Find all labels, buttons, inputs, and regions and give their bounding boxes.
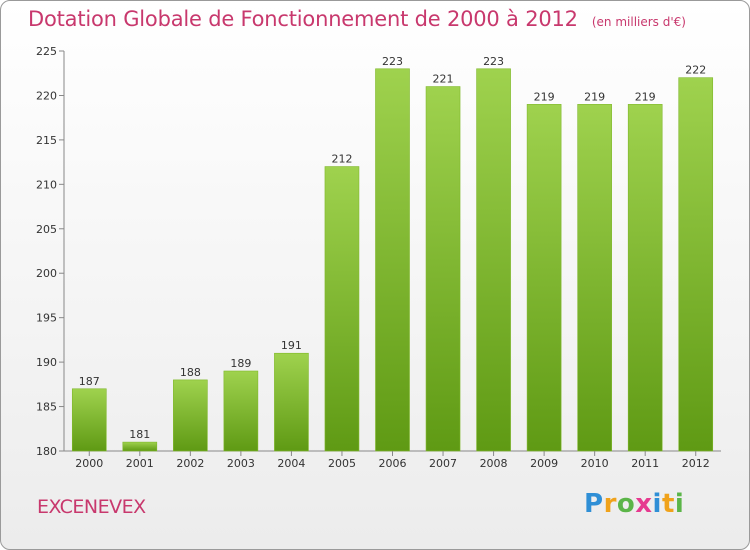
x-tick-label: 2000 [75, 457, 103, 470]
x-tick-label: 2009 [530, 457, 558, 470]
bar [425, 86, 461, 452]
x-tick-label: 2001 [126, 457, 154, 470]
x-tick-label: 2007 [429, 457, 457, 470]
chart-subtitle: (en milliers d'€) [591, 15, 686, 29]
bar [223, 370, 259, 452]
commune-name: EXCENEVEX [37, 496, 146, 518]
x-tick-label: 2012 [682, 457, 710, 470]
logo-letter: x [635, 489, 653, 519]
x-tick-label: 2004 [277, 457, 305, 470]
y-tick-label: 205 [36, 223, 57, 236]
bar [274, 352, 309, 452]
logo-letter: o [616, 489, 636, 519]
bar-value-label: 219 [584, 90, 605, 103]
x-tick-label: 2002 [176, 457, 204, 470]
bar-value-label: 219 [534, 90, 555, 103]
bar-value-label: 188 [180, 366, 201, 379]
bar-value-label: 219 [635, 90, 656, 103]
y-tick-label: 180 [36, 445, 57, 458]
bar-value-label: 189 [230, 357, 251, 370]
x-tick-label: 2005 [328, 457, 356, 470]
y-tick-label: 225 [36, 45, 57, 58]
bar [71, 388, 107, 452]
logo-letter: i [674, 489, 685, 519]
bar-value-label: 222 [685, 64, 706, 77]
bar-value-label: 223 [382, 55, 403, 68]
bar-value-label: 221 [433, 73, 454, 86]
bar-value-label: 191 [281, 339, 302, 352]
x-tick-label: 2003 [227, 457, 255, 470]
logo-letter: P [584, 489, 604, 519]
logo-letter: t [661, 489, 675, 519]
y-tick-label: 190 [36, 356, 57, 369]
bar [122, 441, 158, 452]
bar [577, 104, 612, 452]
x-tick-label: 2008 [480, 457, 508, 470]
bar-value-label: 223 [483, 55, 504, 68]
y-tick-label: 220 [36, 89, 57, 102]
x-tick-label: 2011 [631, 457, 659, 470]
logo-letter: r [603, 489, 617, 519]
chart-title: Dotation Globale de Fonctionnement de 20… [28, 7, 686, 31]
logo-letter: i [652, 489, 662, 519]
bar [526, 104, 562, 452]
y-tick-label: 195 [36, 312, 57, 325]
y-tick-label: 185 [36, 401, 57, 414]
bar [627, 104, 663, 452]
bar-value-label: 187 [79, 375, 100, 388]
y-tick-label: 215 [36, 134, 57, 147]
y-tick-label: 200 [36, 267, 57, 280]
bar-value-label: 181 [129, 428, 150, 441]
bar [476, 68, 511, 452]
bar [324, 166, 360, 452]
x-tick-label: 2006 [379, 457, 407, 470]
bar [678, 77, 714, 452]
y-tick-label: 210 [36, 178, 57, 191]
chart-title-text: Dotation Globale de Fonctionnement de 20… [28, 7, 578, 31]
proxiti-logo: Proxiti [584, 489, 684, 519]
bar-value-label: 212 [331, 153, 352, 166]
bar [375, 68, 410, 452]
bar [173, 379, 208, 452]
x-tick-label: 2010 [581, 457, 609, 470]
